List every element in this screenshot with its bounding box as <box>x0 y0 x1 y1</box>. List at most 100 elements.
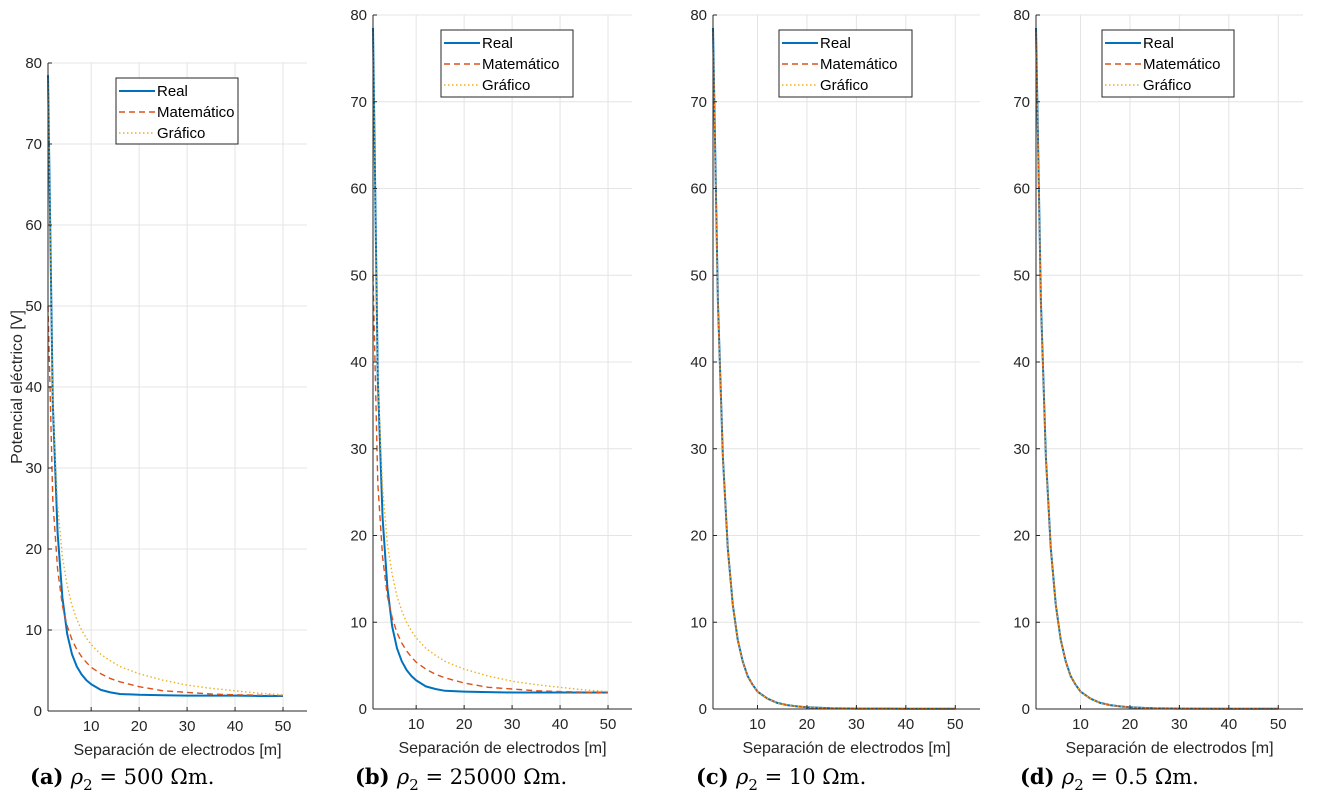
x-axis-label: Separación de electrodos [m] <box>1065 740 1273 757</box>
x-tick-label: 50 <box>275 718 292 735</box>
series-line-gr-fico <box>712 32 956 710</box>
x-tick-label: 50 <box>600 716 617 733</box>
y-tick-label: 30 <box>1013 441 1030 458</box>
y-tick-label: 80 <box>350 7 367 24</box>
x-axis-label: Separación de electrodos [m] <box>398 740 606 757</box>
panel-4: 10 20 30 40 50 0 10 20 30 40 50 60 70 80 Separación de… <box>1013 7 1303 794</box>
y-tick-label: 70 <box>350 94 367 111</box>
y-tick-label: 60 <box>25 217 42 234</box>
legend-entry: Real <box>820 35 851 52</box>
x-tick-label: 20 <box>1122 716 1139 733</box>
x-tick-label: 20 <box>799 716 816 733</box>
y-axis-label: Potencial eléctrico [V] <box>9 310 26 464</box>
legend-entry: Real <box>157 83 188 100</box>
y-tick-label: 10 <box>25 622 42 639</box>
x-tick-label: 20 <box>131 718 148 735</box>
caption-value: 25000 <box>450 765 523 789</box>
caption-tag: (b) <box>355 764 397 789</box>
x-tick-label: 40 <box>552 716 569 733</box>
caption-unit: Ωm. <box>1155 765 1199 789</box>
x-axis-label: Separación de electrodos [m] <box>742 740 950 757</box>
caption-equals: = <box>419 765 450 789</box>
x-tick-label: 30 <box>504 716 521 733</box>
panel-3: 10 20 30 40 50 0 10 20 30 40 50 60 70 80 Separación de… <box>690 7 980 794</box>
legend: Real Matemático Gráfico <box>1101 29 1235 98</box>
legend-entry: Gráfico <box>482 77 530 94</box>
y-tick-label: 50 <box>690 267 707 284</box>
y-tick-label: 70 <box>25 136 42 153</box>
legend-box <box>1101 29 1235 98</box>
legend-entry: Matemático <box>482 56 560 73</box>
y-tick-label: 70 <box>1013 94 1030 111</box>
caption-value: 500 <box>124 765 171 789</box>
caption-symbol: ρ <box>396 765 410 789</box>
caption-symbol: ρ <box>70 765 84 789</box>
y-tick-label: 30 <box>690 441 707 458</box>
legend-box <box>778 29 913 98</box>
y-tick-label: 30 <box>25 460 42 477</box>
caption-value: 10 <box>789 765 822 789</box>
y-tick-label: 20 <box>25 541 42 558</box>
y-tick-label: 40 <box>1013 354 1030 371</box>
x-axis-label: Separación de electrodos [m] <box>73 742 281 759</box>
series-line-matem-tico <box>372 275 609 694</box>
y-tick-label: 20 <box>1013 528 1030 545</box>
y-tick-label: 0 <box>1022 701 1030 718</box>
x-tick-label: 10 <box>408 716 425 733</box>
x-tick-label: 30 <box>1171 716 1188 733</box>
x-tick-label: 50 <box>947 716 964 733</box>
subfigure-caption: (a) ρ2 = 500 Ωm. <box>30 764 214 794</box>
caption-value: 0.5 <box>1115 765 1155 789</box>
legend-entry: Gráfico <box>157 125 205 142</box>
y-tick-label: 0 <box>34 703 42 720</box>
y-tick-label: 80 <box>25 55 42 72</box>
y-tick-label: 20 <box>690 528 707 545</box>
y-tick-label: 70 <box>690 94 707 111</box>
caption-tag: (c) <box>696 764 736 789</box>
x-tick-label: 30 <box>179 718 196 735</box>
caption-subscript: 2 <box>1074 776 1084 794</box>
legend-entry: Matemático <box>157 104 235 121</box>
y-tick-label: 50 <box>350 267 367 284</box>
y-tick-label: 0 <box>359 701 367 718</box>
caption-unit: Ωm. <box>822 765 866 789</box>
y-tick-label: 40 <box>690 354 707 371</box>
caption-symbol: ρ <box>1061 765 1075 789</box>
caption-tag: (d) <box>1020 764 1062 789</box>
legend-entry: Matemático <box>820 56 898 73</box>
y-tick-label: 50 <box>1013 267 1030 284</box>
y-tick-label: 40 <box>350 354 367 371</box>
caption-symbol: ρ <box>735 765 749 789</box>
y-tick-label: 0 <box>699 701 707 718</box>
y-tick-label: 60 <box>690 181 707 198</box>
x-tick-label: 10 <box>1072 716 1089 733</box>
legend-entry: Real <box>482 35 513 52</box>
y-tick-label: 80 <box>1013 7 1030 24</box>
y-tick-label: 60 <box>350 181 367 198</box>
legend-entry: Real <box>1143 35 1174 52</box>
caption-subscript: 2 <box>83 776 93 794</box>
series-line-matem-tico <box>47 305 284 697</box>
x-tick-label: 20 <box>456 716 473 733</box>
y-tick-label: 10 <box>1013 614 1030 631</box>
series-line-gr-fico <box>1035 32 1279 710</box>
subfigure-caption: (b) ρ2 = 25000 Ωm. <box>355 764 567 794</box>
series-line-real <box>372 27 608 694</box>
x-tick-label: 50 <box>1270 716 1287 733</box>
y-tick-label: 80 <box>690 7 707 24</box>
legend: Real Matemático Gráfico <box>115 77 239 145</box>
y-tick-label: 60 <box>1013 181 1030 198</box>
caption-unit: Ωm. <box>523 765 567 789</box>
x-tick-label: 10 <box>83 718 100 735</box>
subfigure-caption: (d) ρ2 = 0.5 Ωm. <box>1020 764 1199 794</box>
legend-entry: Gráfico <box>820 77 868 94</box>
legend: Real Matemático Gráfico <box>440 29 574 98</box>
caption-subscript: 2 <box>748 776 758 794</box>
legend-box <box>440 29 574 98</box>
caption-unit: Ωm. <box>170 765 214 789</box>
series-line-gr-fico <box>372 32 609 693</box>
y-tick-label: 50 <box>25 298 42 315</box>
y-tick-label: 20 <box>350 528 367 545</box>
